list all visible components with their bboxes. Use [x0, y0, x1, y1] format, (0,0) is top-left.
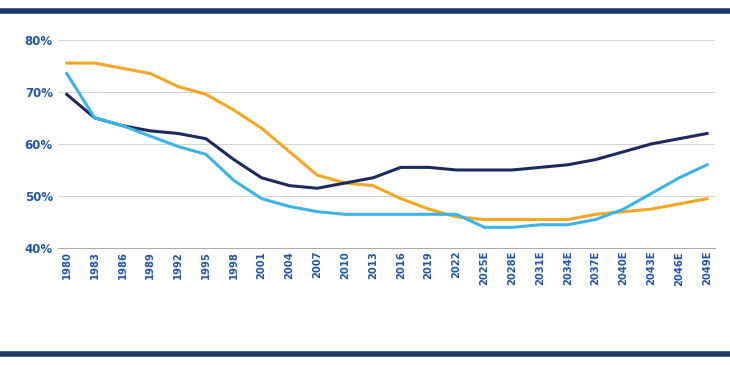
World ex India: [647, 142, 656, 146]
India: [62, 61, 71, 65]
World ex India: [452, 168, 461, 172]
World ex India: [396, 165, 405, 170]
Asia ex Japan: [508, 225, 517, 230]
India: [508, 217, 517, 222]
World ex India: [703, 131, 712, 136]
India: [564, 217, 572, 222]
Asia ex Japan: [536, 223, 545, 227]
World ex India: [341, 181, 350, 185]
World ex India: [508, 168, 517, 172]
India: [480, 217, 488, 222]
India: [229, 108, 238, 112]
Asia ex Japan: [174, 144, 182, 149]
Asia ex Japan: [369, 212, 377, 216]
India: [536, 217, 545, 222]
India: [118, 66, 127, 70]
World ex India: [91, 116, 99, 120]
India: [341, 181, 350, 185]
India: [703, 196, 712, 201]
World ex India: [619, 150, 628, 154]
India: [174, 84, 182, 89]
India: [647, 207, 656, 211]
Asia ex Japan: [480, 225, 488, 230]
India: [285, 150, 294, 154]
India: [369, 184, 377, 188]
World ex India: [174, 131, 182, 136]
Asia ex Japan: [564, 223, 572, 227]
World ex India: [424, 165, 433, 170]
Line: Asia ex Japan: Asia ex Japan: [66, 73, 707, 227]
India: [424, 207, 433, 211]
Asia ex Japan: [647, 191, 656, 196]
Asia ex Japan: [229, 178, 238, 182]
India: [91, 61, 99, 65]
Asia ex Japan: [91, 116, 99, 120]
India: [452, 215, 461, 219]
Asia ex Japan: [619, 207, 628, 211]
India: [675, 202, 683, 206]
Asia ex Japan: [591, 217, 600, 222]
Asia ex Japan: [396, 212, 405, 216]
World ex India: [675, 137, 683, 141]
India: [619, 210, 628, 214]
Asia ex Japan: [201, 152, 210, 157]
World ex India: [564, 162, 572, 167]
India: [591, 212, 600, 216]
Asia ex Japan: [313, 210, 322, 214]
Line: India: India: [66, 63, 707, 219]
Asia ex Japan: [341, 212, 350, 216]
World ex India: [480, 168, 488, 172]
India: [396, 196, 405, 201]
Asia ex Japan: [703, 162, 712, 167]
World ex India: [591, 157, 600, 162]
World ex India: [369, 176, 377, 180]
World ex India: [229, 157, 238, 162]
Asia ex Japan: [424, 212, 433, 216]
World ex India: [257, 176, 266, 180]
Asia ex Japan: [146, 134, 155, 138]
India: [201, 92, 210, 97]
World ex India: [201, 137, 210, 141]
India: [146, 71, 155, 76]
Asia ex Japan: [62, 71, 71, 76]
World ex India: [146, 129, 155, 133]
Asia ex Japan: [257, 196, 266, 201]
Asia ex Japan: [118, 123, 127, 128]
World ex India: [536, 165, 545, 170]
Asia ex Japan: [452, 212, 461, 216]
Asia ex Japan: [285, 204, 294, 209]
India: [313, 173, 322, 177]
World ex India: [118, 123, 127, 128]
India: [257, 126, 266, 130]
World ex India: [62, 92, 71, 97]
World ex India: [285, 184, 294, 188]
World ex India: [313, 186, 322, 191]
Line: World ex India: World ex India: [66, 95, 707, 188]
Asia ex Japan: [675, 176, 683, 180]
